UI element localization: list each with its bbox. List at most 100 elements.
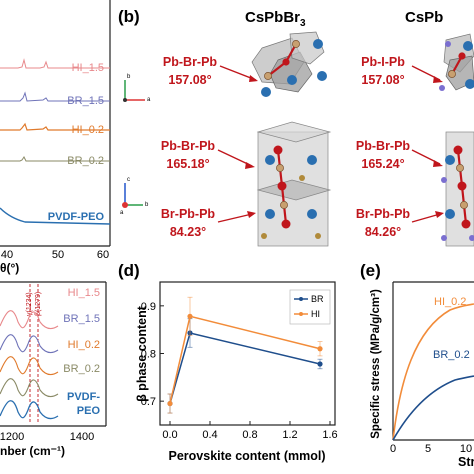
panel-c-trace-hi02 bbox=[0, 356, 59, 376]
panel-e-label-hi02: HI_0.2 bbox=[434, 296, 466, 308]
annotation-left-3: Br-Pb-Pb 84.23° bbox=[161, 207, 256, 239]
panel-a-xlabel: θ(°) bbox=[0, 261, 19, 275]
panel-c-trace-br02 bbox=[0, 378, 59, 398]
panel-d-ticks: 0.0 0.4 0.8 1.2 1.6 0.7 0.8 0.9 bbox=[141, 301, 338, 441]
panel-label-d: (d) bbox=[118, 261, 140, 280]
panel-c-trace-pvdf bbox=[0, 400, 59, 420]
panel-d-line-hi bbox=[169, 315, 321, 404]
panel-c-label-hi02: HI_0.2 bbox=[68, 339, 100, 351]
panel-e-label-br02: BR_0.2 bbox=[433, 349, 470, 361]
panel-c-xlabel: nber (cm⁻¹) bbox=[0, 444, 65, 458]
panel-a-xtick-50: 50 bbox=[52, 249, 64, 261]
svg-text:Br-Pb-Pb: Br-Pb-Pb bbox=[356, 207, 411, 221]
panel-a-trace-hi15 bbox=[0, 58, 110, 69]
axis-indicator-bottom: c b a bbox=[120, 177, 149, 216]
panel-a-trace-pvdf bbox=[0, 207, 111, 225]
svg-text:c: c bbox=[127, 177, 130, 183]
panel-e: (e) HI_0.2 BR_0.2 Specific stress (MPa/g… bbox=[360, 261, 474, 469]
panel-d-legend: BR HI bbox=[289, 289, 331, 325]
panel-e-curve-hi02 bbox=[392, 303, 474, 441]
annotation-right-2: Pb-Br-Pb 165.24° bbox=[356, 139, 443, 171]
panel-d-legend-box bbox=[289, 289, 331, 325]
svg-text:Pb-Br-Pb: Pb-Br-Pb bbox=[163, 55, 218, 69]
panel-d-ylabel: β phase content bbox=[135, 305, 149, 402]
panel-d-point-br-2 bbox=[317, 361, 323, 367]
svg-text:Pb-Br-Pb: Pb-Br-Pb bbox=[356, 139, 411, 153]
panel-e-curve-br02 bbox=[392, 375, 474, 441]
svg-text:b: b bbox=[127, 74, 131, 80]
svg-text:157.08°: 157.08° bbox=[168, 73, 211, 87]
panel-a-label-pvdf: PVDF-PEO bbox=[48, 211, 105, 223]
panel-d-xtick-label-2: 0.8 bbox=[242, 429, 257, 441]
panel-c-xtick-1200: 1200 bbox=[0, 431, 24, 443]
panel-d-ytick-label-1: 0.8 bbox=[141, 349, 156, 361]
panel-c-label-br02: BR_0.2 bbox=[63, 363, 100, 375]
panel-a-trace-hi02 bbox=[0, 122, 110, 131]
panel-d-xlabel: Perovskite content (mmol) bbox=[169, 449, 326, 463]
panel-d-xtick-label-3: 1.2 bbox=[282, 429, 297, 441]
panel-d-xtick-label-1: 0.4 bbox=[202, 429, 217, 441]
panel-c: γ(1234) β(1279) HI_1.5 BR_1.5 HI_0.2 BR_… bbox=[0, 281, 107, 458]
svg-text:165.24°: 165.24° bbox=[361, 157, 404, 171]
panel-e-xlabel: Str bbox=[458, 455, 474, 469]
crystal-structure-cspbbr3-top bbox=[251, 31, 327, 97]
crystal-structure-cspbi3-top bbox=[439, 33, 474, 91]
svg-text:a: a bbox=[120, 210, 124, 216]
panel-d-legend-hi: HI bbox=[311, 309, 320, 319]
panel-a-label-hi15: HI_1.5 bbox=[72, 62, 104, 74]
panel-c-label-pvdf-2: PEO bbox=[77, 405, 101, 417]
panel-d-series bbox=[167, 296, 323, 414]
panel-a-trace-br15 bbox=[0, 91, 110, 102]
panel-c-trace-br15 bbox=[0, 334, 59, 354]
annotation-left-1: Pb-Br-Pb 157.08° bbox=[163, 55, 258, 87]
panel-a-trace-br02 bbox=[0, 156, 110, 162]
panel-e-xtick-5: 5 bbox=[425, 443, 431, 455]
svg-text:84.23°: 84.23° bbox=[170, 225, 206, 239]
panel-d-ytick-label-0: 0.7 bbox=[141, 396, 156, 408]
panel-d-point-hi-0 bbox=[167, 400, 173, 407]
panel-c-label-pvdf-1: PVDF- bbox=[67, 391, 100, 403]
panel-c-label-hi15: HI_1.5 bbox=[68, 287, 100, 299]
panel-label-b: (b) bbox=[118, 7, 140, 26]
svg-text:Pb-Br-Pb: Pb-Br-Pb bbox=[161, 139, 216, 153]
panel-d-legend-br: BR bbox=[311, 294, 324, 304]
panel-d-ytick-label-2: 0.9 bbox=[141, 301, 156, 313]
panel-a-xtick-60: 60 bbox=[97, 249, 109, 261]
panel-d-point-hi-2 bbox=[317, 346, 323, 352]
panel-a-label-hi02: HI_0.2 bbox=[72, 124, 104, 136]
panel-a-label-br15: BR_1.5 bbox=[67, 95, 104, 107]
crystal-structure-cspbbr3-bottom bbox=[256, 121, 332, 247]
panel-c-peak-label-gamma: γ(1234) bbox=[26, 292, 33, 316]
panel-d-point-hi-1 bbox=[187, 313, 193, 319]
annotation-left-2: Pb-Br-Pb 165.18° bbox=[161, 139, 255, 171]
panel-e-ylabel: Specific stress (MPa/g/cm³) bbox=[370, 289, 382, 439]
svg-text:b: b bbox=[145, 202, 149, 208]
panel-e-xtick-0: 0 bbox=[390, 443, 396, 455]
panel-b: (b) CsPbBr3 CsPb b a c b a Pb-Br-Pb 157.… bbox=[118, 7, 474, 247]
panel-a-xtick-40: 40 bbox=[1, 249, 13, 261]
panel-b-title-left: CsPbBr3 bbox=[245, 9, 306, 29]
panel-b-title-right: CsPb bbox=[405, 9, 443, 26]
panel-c-trace-hi15 bbox=[0, 310, 59, 330]
svg-text:Pb-I-Pb: Pb-I-Pb bbox=[361, 55, 405, 69]
axis-indicator-top: b a bbox=[123, 74, 151, 103]
panel-d-xtick-label-0: 0.0 bbox=[162, 429, 177, 441]
panel-c-peak-label-beta: β(1279) bbox=[35, 292, 42, 316]
panel-d-xtick-label-4: 1.6 bbox=[322, 429, 337, 441]
svg-text:165.18°: 165.18° bbox=[166, 157, 209, 171]
svg-text:a: a bbox=[147, 97, 151, 103]
panel-d: (d) 0.0 0.4 0.8 1.2 1.6 0.7 0.8 0.9 β phase con… bbox=[118, 261, 338, 463]
panel-c-label-br15: BR_1.5 bbox=[63, 313, 100, 325]
panel-e-xtick-10: 10 bbox=[460, 443, 472, 455]
svg-text:157.08°: 157.08° bbox=[361, 73, 404, 87]
panel-c-xtick-1400: 1400 bbox=[70, 431, 94, 443]
annotation-right-3: Br-Pb-Pb 84.26° bbox=[356, 207, 444, 239]
crystal-structure-cspbi3-bottom bbox=[441, 131, 474, 247]
svg-text:84.26°: 84.26° bbox=[365, 225, 401, 239]
panel-a: HI_1.5 BR_1.5 HI_0.2 BR_0.2 PVDF-PEO 40 … bbox=[0, 0, 111, 275]
annotation-right-1: Pb-I-Pb 157.08° bbox=[361, 55, 443, 87]
svg-text:Br-Pb-Pb: Br-Pb-Pb bbox=[161, 207, 216, 221]
panel-a-label-br02: BR_0.2 bbox=[67, 155, 104, 167]
panel-label-e: (e) bbox=[360, 261, 381, 280]
